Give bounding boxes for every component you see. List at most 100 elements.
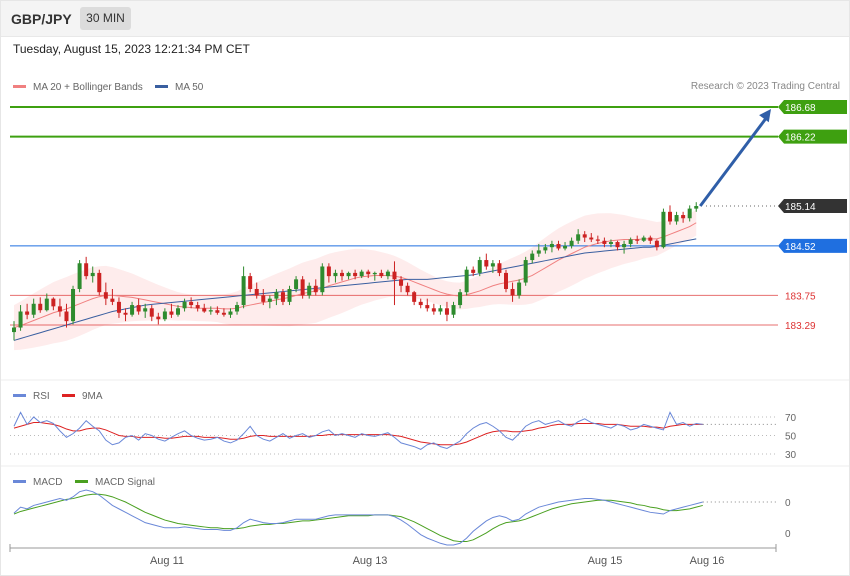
interval-button[interactable]: 30 MIN (80, 7, 131, 30)
candle-body (563, 245, 568, 249)
candle-body (64, 311, 69, 322)
candle (589, 233, 594, 243)
rsi-level-label: 50 (785, 432, 797, 443)
candle (385, 269, 390, 280)
candle-body (346, 272, 351, 277)
candle-body (681, 215, 686, 219)
candle (228, 308, 233, 318)
candle-body (320, 266, 325, 293)
candle (602, 237, 607, 248)
candle (353, 269, 358, 280)
candle (530, 250, 535, 264)
macd-pane: MACD MACD Signal 0 0 (13, 477, 791, 546)
ma20-legend-swatch (13, 85, 26, 88)
level-186-68-tag (778, 100, 847, 114)
datetime-label: Tuesday, August 15, 2023 12:21:34 PM CET (13, 42, 250, 56)
candle (628, 237, 633, 248)
candle-body (84, 263, 89, 277)
candle-body (195, 305, 200, 309)
candle (366, 269, 371, 279)
candle-body (38, 303, 43, 311)
candle (18, 305, 23, 331)
candle-body (523, 260, 528, 283)
candle (103, 282, 108, 306)
candle-body (530, 253, 535, 261)
candle-body (300, 279, 305, 296)
rsi-level-label: 70 (785, 413, 797, 424)
candle-body (543, 247, 548, 251)
candle (694, 202, 699, 212)
candle (215, 306, 220, 315)
candle-body (399, 279, 404, 286)
candle (38, 297, 43, 313)
candle (254, 282, 259, 299)
candle (320, 263, 325, 296)
candle (44, 293, 49, 312)
candle (248, 272, 253, 293)
symbol-label: GBP/JPY (11, 11, 72, 27)
candle (595, 235, 600, 244)
candle (340, 269, 344, 281)
candle-body (471, 269, 476, 273)
candle-body (608, 242, 613, 244)
candle (143, 303, 148, 318)
rsi-legend-label: RSI (33, 391, 50, 402)
target-arrow (699, 116, 769, 207)
candle-body (235, 305, 240, 312)
candle (458, 288, 463, 309)
candle-body (162, 311, 167, 320)
candle (267, 295, 272, 309)
candle (359, 269, 364, 279)
candle-body (392, 271, 397, 280)
candle-body (149, 308, 154, 317)
candle-body (143, 308, 148, 312)
candle (536, 243, 541, 257)
candle-body (110, 298, 115, 302)
x-axis: Aug 11 Aug 13 Aug 15 Aug 16 (9, 544, 777, 567)
candle (648, 235, 653, 244)
candle (110, 288, 115, 306)
candle-body (576, 234, 581, 241)
bollinger-bands (14, 209, 697, 351)
ma20-legend-label: MA 20 + Bollinger Bands (33, 82, 143, 93)
candle-body (116, 301, 121, 313)
candle (90, 266, 95, 283)
candle (51, 297, 56, 311)
candle-body (628, 239, 633, 244)
rsi-pane: RSI 9MA 70 50 30 (10, 391, 797, 461)
candle-body (97, 272, 102, 293)
x-tick-label: Aug 13 (353, 555, 388, 567)
rsi9ma-legend-label: 9MA (82, 391, 103, 402)
target-arrow-head (759, 109, 771, 123)
candle (392, 261, 397, 306)
candle-body (44, 298, 49, 311)
candle-body (248, 276, 253, 289)
candle-body (189, 301, 194, 306)
candle-body (254, 288, 259, 296)
candle (123, 308, 128, 322)
candle (504, 269, 508, 293)
candle-body (228, 311, 233, 315)
candle-body (208, 310, 213, 312)
candle-body (602, 240, 607, 244)
candle-body (687, 208, 692, 219)
candle (84, 256, 89, 280)
candle-body (589, 237, 594, 240)
ma50-legend-label: MA 50 (175, 82, 204, 93)
candle (156, 312, 161, 325)
candle-body (582, 234, 587, 238)
level-185-14-tag (778, 199, 847, 214)
candle-body (385, 271, 390, 277)
candle (431, 303, 436, 315)
candle (569, 237, 574, 249)
candle-body (130, 305, 135, 315)
candle (444, 301, 449, 322)
candle (189, 297, 194, 309)
candle-body (136, 305, 141, 312)
candle-body (490, 263, 495, 267)
macd-line (13, 489, 703, 546)
level-183-75-label: 183.75 (785, 291, 816, 302)
candle (202, 303, 207, 313)
candle-body (326, 266, 331, 277)
candle-body (438, 308, 443, 312)
